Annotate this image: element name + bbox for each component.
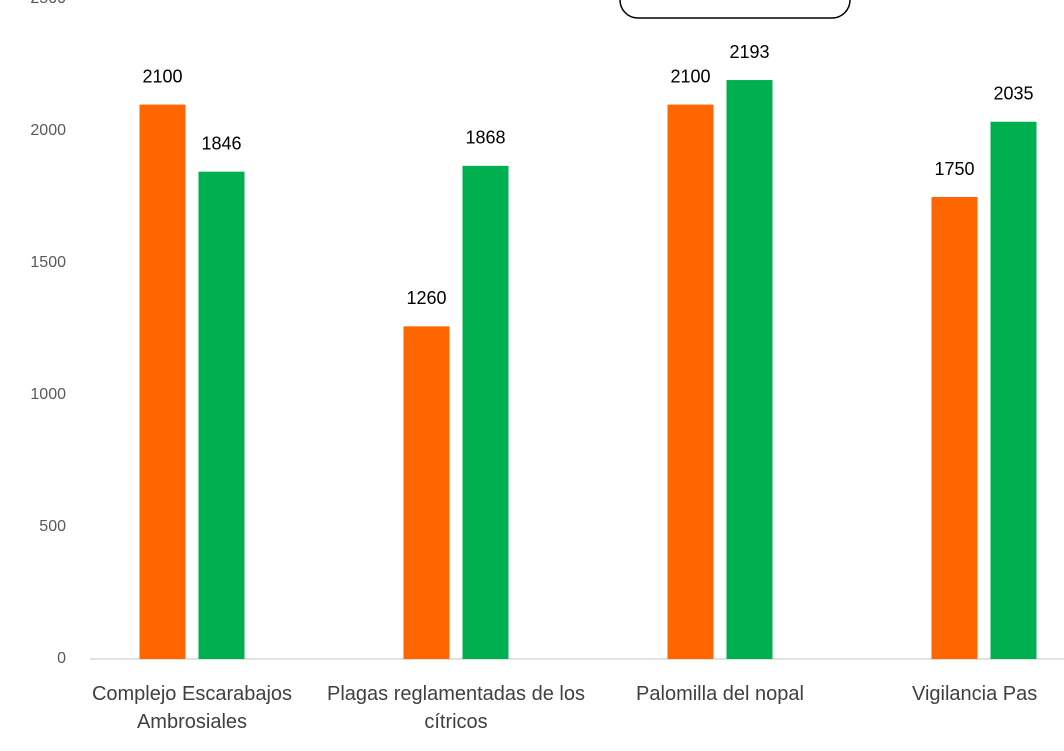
legend-box	[619, 0, 851, 19]
bar	[931, 197, 978, 659]
y-tick-label: 1500	[30, 254, 66, 271]
bar	[667, 104, 714, 660]
value-label: 1260	[406, 288, 446, 308]
y-tick-label: 0	[57, 650, 66, 667]
value-label: 1846	[201, 133, 241, 153]
y-tick-label: 2500	[30, 0, 66, 7]
y-tick-label: 2000	[30, 122, 66, 139]
bar	[726, 80, 773, 660]
y-tick-label: 500	[39, 518, 66, 535]
value-label: 2193	[729, 42, 769, 62]
value-label: 2035	[993, 84, 1033, 104]
value-label: 1750	[934, 159, 974, 179]
x-tick-label: Palomilla del nopal	[636, 683, 804, 705]
x-tick-label: Vigilancia Pas	[912, 683, 1038, 705]
value-label: 2100	[670, 66, 710, 86]
y-tick-label: 1000	[30, 386, 66, 403]
bar	[462, 165, 509, 659]
bar	[198, 171, 245, 659]
value-label: 1868	[465, 128, 505, 148]
bar	[139, 104, 186, 660]
x-tick-label: Complejo Escarabajos Ambrosiales	[91, 683, 293, 733]
value-label: 2100	[142, 66, 182, 86]
bar	[990, 121, 1037, 659]
x-tick-label: Plagas reglamentadas de los cítricos	[327, 683, 585, 733]
bar	[403, 326, 450, 659]
